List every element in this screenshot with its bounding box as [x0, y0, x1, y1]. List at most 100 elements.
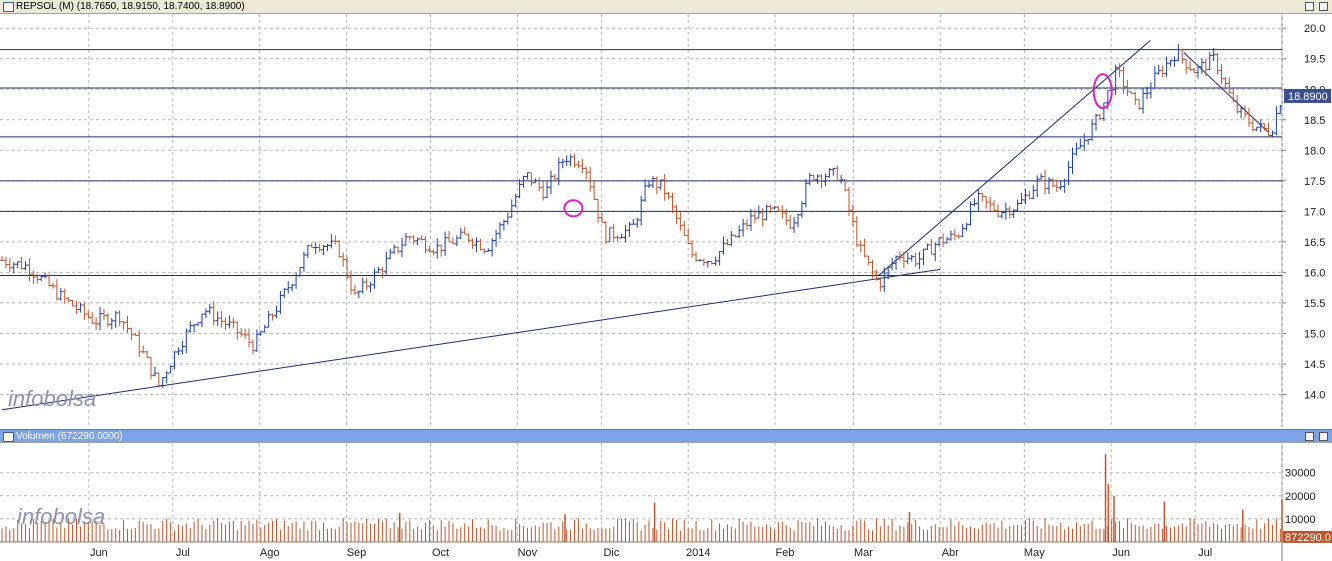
- ohlc-bar: [1246, 107, 1251, 127]
- ohlc-bar: [619, 233, 624, 239]
- ohlc-bar: [686, 228, 691, 245]
- ohlc-bar: [1101, 102, 1106, 122]
- ohlc-bar: [356, 290, 361, 299]
- ohlc-bar: [70, 299, 75, 307]
- ohlc-bar: [658, 179, 663, 190]
- ohlc-bar: [58, 288, 63, 301]
- ohlc-bar: [250, 339, 255, 355]
- close-icon[interactable]: [1319, 2, 1328, 11]
- ohlc-bar: [921, 248, 926, 266]
- ohlc-bar: [160, 377, 165, 389]
- ohlc-bar: [1164, 56, 1169, 77]
- y-tick-label: 18.0: [1304, 145, 1325, 157]
- ohlc-bar: [411, 235, 416, 245]
- ohlc-bar: [133, 332, 138, 336]
- volume-panel-title: Volumen (872290.0000): [16, 431, 123, 442]
- ohlc-bar: [850, 204, 855, 227]
- ohlc-bar: [1090, 119, 1095, 141]
- ohlc-bar: [627, 222, 632, 237]
- ohlc-bar: [894, 255, 899, 270]
- ohlc-bar: [952, 229, 957, 240]
- ohlc-bar: [1113, 64, 1118, 95]
- ohlc-bar: [709, 260, 714, 265]
- ohlc-bar: [117, 310, 122, 327]
- ohlc-bar: [184, 328, 189, 354]
- ohlc-bar: [82, 301, 87, 321]
- ohlc-bar: [1192, 68, 1197, 74]
- ohlc-bar: [19, 256, 24, 270]
- ohlc-bar: [345, 257, 350, 280]
- ohlc-bar: [737, 225, 742, 239]
- ohlc-bar: [984, 196, 989, 209]
- ohlc-bar: [776, 206, 781, 213]
- ohlc-bar: [913, 253, 918, 267]
- y-tick-label: 15.5: [1304, 298, 1325, 310]
- ohlc-bar: [1141, 87, 1146, 114]
- ohlc-bar: [513, 193, 518, 208]
- ohlc-bar: [803, 179, 808, 208]
- y-tick-label: 20.0: [1304, 23, 1325, 35]
- x-tick-label: Sep: [347, 547, 367, 559]
- ohlc-bar: [62, 288, 67, 304]
- ohlc-bar: [0, 256, 4, 262]
- ohlc-bar: [972, 198, 977, 207]
- ohlc-bar: [964, 222, 969, 231]
- ohlc-bar: [945, 237, 950, 244]
- ohlc-bar: [501, 219, 506, 231]
- ohlc-bar: [262, 324, 267, 333]
- ohlc-bar: [109, 317, 114, 330]
- ohlc-bar: [31, 271, 36, 284]
- ohlc-bar: [39, 274, 44, 281]
- ohlc-bar: [995, 204, 1000, 218]
- price-axis: [1282, 14, 1332, 427]
- ohlc-bar: [415, 237, 420, 246]
- ohlc-bar: [1137, 99, 1142, 110]
- ohlc-bar: [294, 272, 299, 289]
- ohlc-bar: [533, 178, 538, 184]
- ohlc-bar: [215, 311, 220, 326]
- ohlc-bar: [690, 240, 695, 258]
- ohlc-bar: [717, 251, 722, 266]
- ohlc-bar: [788, 215, 793, 230]
- ohlc-bar: [713, 256, 718, 266]
- close-icon[interactable]: [1319, 432, 1328, 441]
- x-tick-label: Jun: [90, 547, 108, 559]
- ohlc-bar: [1148, 82, 1153, 99]
- restore-icon[interactable]: [1305, 2, 1314, 11]
- ohlc-bar: [635, 217, 640, 228]
- ohlc-bar: [1223, 76, 1228, 90]
- ohlc-bar: [94, 317, 99, 331]
- ohlc-bar: [145, 350, 150, 358]
- ohlc-bar: [1078, 138, 1083, 149]
- ohlc-bar: [380, 266, 385, 278]
- ohlc-bar: [556, 157, 561, 186]
- ohlc-bar: [7, 258, 12, 273]
- ohlc-bar: [862, 238, 867, 258]
- ohlc-bar: [846, 186, 851, 217]
- ohlc-bar: [866, 255, 871, 265]
- ohlc-bar: [86, 310, 91, 320]
- ohlc-bar: [639, 195, 644, 226]
- ohlc-bar: [447, 231, 452, 243]
- y-tick-label: 14.5: [1304, 359, 1325, 371]
- ohlc-bar: [450, 237, 455, 245]
- ohlc-bar: [1125, 79, 1130, 97]
- ohlc-bar: [164, 370, 169, 384]
- ohlc-bar: [66, 297, 71, 303]
- ohlc-bar: [1250, 116, 1255, 132]
- ohlc-bar: [431, 249, 436, 256]
- ohlc-bar: [50, 282, 55, 289]
- ohlc-bar: [925, 243, 930, 251]
- ohlc-bar: [1215, 52, 1220, 75]
- ohlc-bar: [854, 216, 859, 248]
- ohlc-bar: [1023, 189, 1028, 205]
- ohlc-bar: [494, 229, 499, 247]
- y-tick-label: 30000: [1285, 468, 1316, 480]
- ohlc-bar: [643, 179, 648, 202]
- y-tick-label: 15.0: [1304, 328, 1325, 340]
- ohlc-bar: [180, 341, 185, 355]
- ohlc-bar: [792, 216, 797, 233]
- restore-icon[interactable]: [1305, 432, 1314, 441]
- ohlc-bar: [15, 261, 20, 268]
- ohlc-bar: [105, 313, 110, 327]
